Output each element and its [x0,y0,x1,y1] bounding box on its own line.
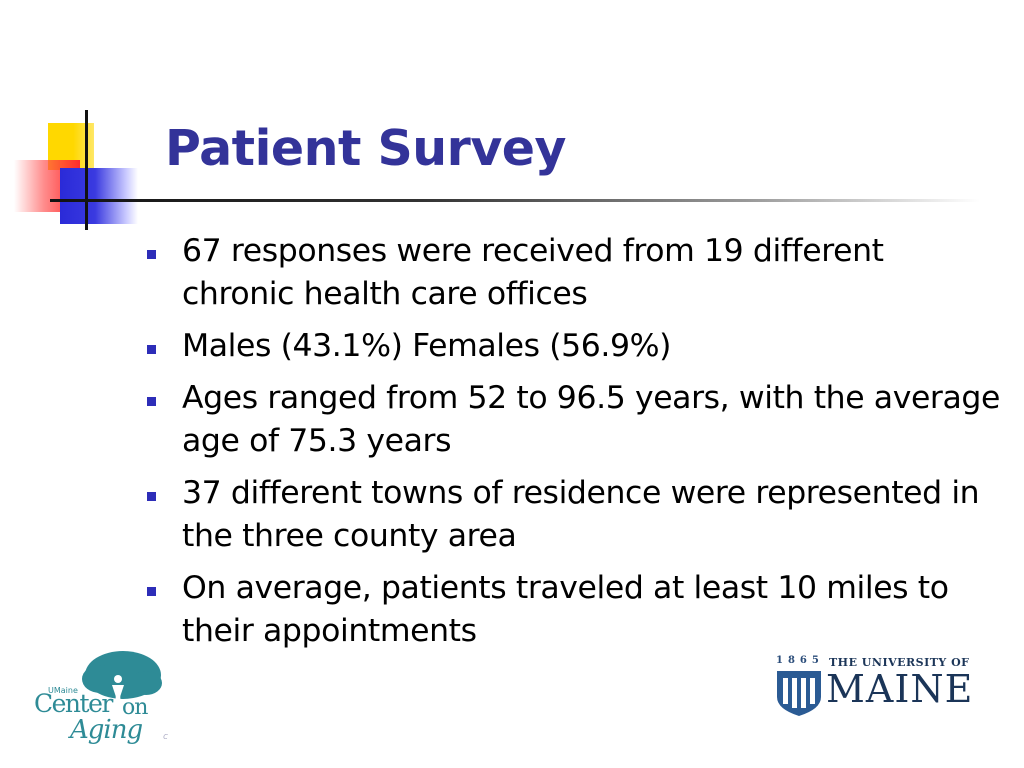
coa-on-text: on [122,695,148,720]
bullet-item: Males (43.1%) Females (56.9%) [145,325,1005,368]
umaine-maine-text: MAINE [826,667,974,711]
umaine-university-text: THE UNIVERSITY OF [829,656,970,669]
slide-title: Patient Survey [165,120,566,177]
decor-vertical-line [85,110,88,230]
umaine-year: 1865 [776,655,824,666]
bullet-square-icon [147,587,156,596]
bullet-square-icon [147,345,156,354]
tree-icon [82,651,162,707]
center-on-aging-logo: UMaine Center on Aging [28,645,178,755]
bullet-text: 67 responses were received from 19 diffe… [182,233,884,312]
shield-icon [777,671,821,716]
decor-blue-square [60,168,138,224]
corner-mark: c [163,732,168,742]
bullet-item: On average, patients traveled at least 1… [145,567,1005,653]
coa-aging-text: Aging [70,715,143,745]
bullet-square-icon [147,492,156,501]
bullet-square-icon [147,250,156,259]
title-underline [50,199,980,202]
bullet-text: Males (43.1%) Females (56.9%) [182,328,672,364]
bullet-text: 37 different towns of residence were rep… [182,475,980,554]
bullet-item: 37 different towns of residence were rep… [145,472,1005,558]
bullet-text: Ages ranged from 52 to 96.5 years, with … [182,380,1000,459]
bullet-square-icon [147,397,156,406]
bullet-item: 67 responses were received from 19 diffe… [145,230,1005,316]
bullet-item: Ages ranged from 52 to 96.5 years, with … [145,377,1005,463]
bullet-list: 67 responses were received from 19 diffe… [145,230,1005,662]
coa-center-text: Center [34,689,113,718]
coa-small-text: UMaine [48,686,78,695]
university-of-maine-logo: 1865 THE UNIVERSITY OF MAINE [776,655,981,717]
bullet-text: On average, patients traveled at least 1… [182,570,949,649]
